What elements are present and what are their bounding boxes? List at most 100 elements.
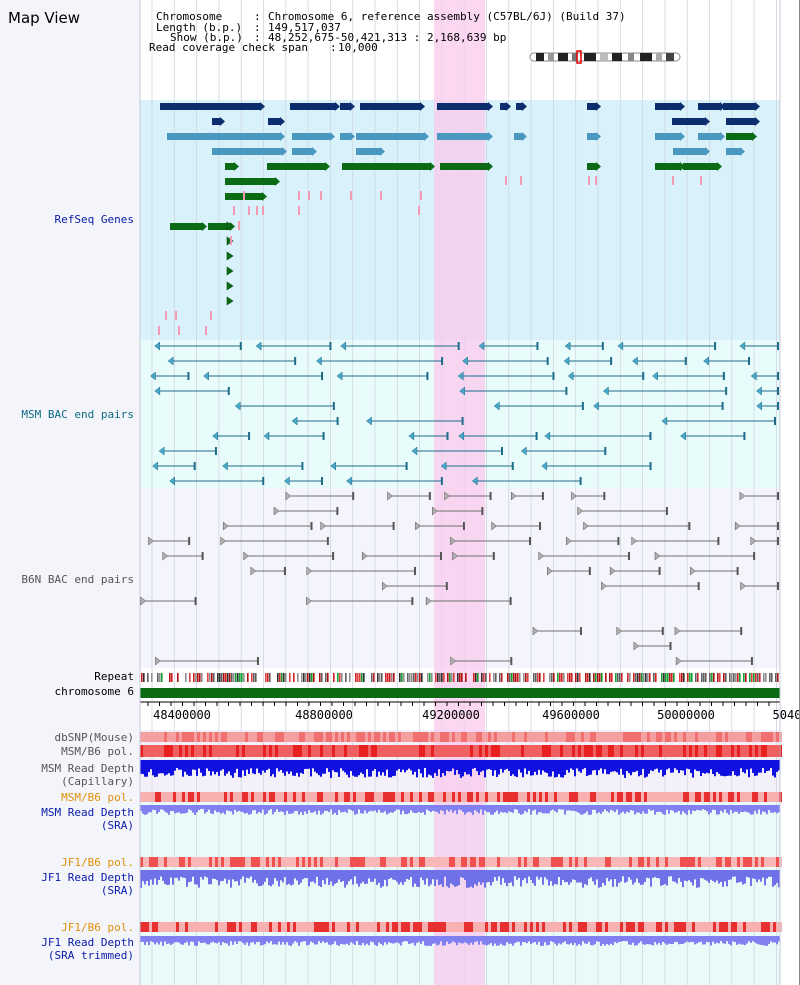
depth-bar [602, 760, 604, 774]
depth-bar [718, 760, 720, 774]
heatmap-cell [455, 857, 458, 867]
depth-bar [280, 936, 282, 945]
repeat-element [725, 673, 727, 682]
heatmap-cell [488, 857, 491, 867]
chromosome-ideogram[interactable] [529, 50, 681, 64]
heatmap-cell [371, 745, 374, 757]
depth-bar [706, 870, 708, 881]
heatmap-cell [161, 732, 164, 742]
gene-arrow-small [226, 251, 234, 261]
msm-bac-end-pairs-track[interactable] [150, 341, 779, 486]
depth-bar [192, 870, 194, 877]
repeat-element [599, 673, 601, 682]
depth-bar [438, 870, 440, 885]
depth-bar [184, 936, 186, 943]
depth-bar [558, 870, 560, 878]
variation-tracks[interactable] [140, 732, 782, 946]
depth-bar [372, 760, 374, 771]
heatmap-cell [614, 792, 617, 802]
depth-bar [510, 870, 512, 883]
heatmap-cell [269, 922, 272, 932]
heatmap-cell [413, 922, 416, 932]
heatmap-cell [575, 732, 578, 742]
depth-bar [592, 760, 594, 771]
heatmap-cell [506, 922, 509, 932]
depth-bar [614, 936, 616, 943]
heatmap-cell [689, 857, 692, 867]
heatmap-cell [470, 745, 473, 757]
repeat-track[interactable] [141, 673, 779, 682]
heatmap-cell [632, 922, 635, 932]
repeat-element [189, 673, 191, 682]
depth-bar [330, 936, 332, 946]
depth-bar [756, 805, 758, 814]
heatmap-cell [218, 745, 221, 757]
bac-end-marker [222, 521, 229, 531]
b6n-bac-end-pairs-track[interactable] [140, 491, 779, 666]
depth-bar [708, 805, 710, 815]
heatmap-cell [167, 732, 170, 742]
heatmap-cell [179, 745, 182, 757]
heatmap-cell [557, 745, 560, 757]
heatmap-cell [710, 732, 713, 742]
heatmap-cell [248, 732, 251, 742]
depth-bar [222, 870, 224, 881]
depth-bar [476, 760, 478, 772]
repeat-element [543, 673, 545, 682]
heatmap-cell [371, 857, 374, 867]
depth-bar [778, 936, 780, 942]
bac-end-marker [336, 417, 339, 425]
heatmap-cell [593, 922, 596, 932]
depth-bar [664, 936, 666, 944]
repeat-element [577, 673, 579, 682]
depth-bar [668, 805, 670, 814]
gene-block [514, 133, 522, 140]
depth-bar [654, 760, 656, 770]
bac-end-marker [547, 566, 553, 576]
depth-bar [480, 936, 482, 942]
bac-end-marker [411, 446, 418, 456]
heatmap-cell [326, 857, 329, 867]
depth-bar [722, 870, 724, 887]
heatmap-cell [545, 732, 548, 742]
heatmap-cell [386, 857, 389, 867]
gene-block [500, 103, 506, 110]
heatmap-cell [203, 922, 206, 932]
depth-bar [748, 760, 750, 778]
heatmap-cell [680, 745, 683, 757]
gene-arrow [275, 177, 280, 186]
highlight-region[interactable] [434, 0, 485, 985]
bac-end-marker [750, 536, 757, 546]
depth-bar [300, 936, 302, 943]
depth-bar [270, 936, 272, 942]
heatmap-cell [425, 745, 428, 757]
depth-bar [284, 936, 286, 945]
gene-arrow [752, 132, 757, 141]
heatmap-cell [302, 732, 305, 742]
gene-block [587, 163, 596, 170]
depth-bar [640, 936, 642, 942]
heatmap-cell [557, 922, 560, 932]
depth-bar [314, 760, 316, 772]
depth-bar [506, 760, 508, 769]
repeat-element [235, 673, 237, 682]
depth-bar [564, 805, 566, 815]
chromosome-bar[interactable] [140, 688, 780, 698]
refseq-genes-track[interactable] [158, 102, 760, 335]
heatmap-cell [491, 922, 494, 932]
depth-bar [772, 760, 774, 776]
heatmap-cell [755, 792, 758, 802]
heatmap-cell [635, 922, 638, 932]
heatmap-cell [554, 792, 557, 802]
depth-bar [354, 760, 356, 777]
heatmap-cell [668, 745, 671, 757]
bac-end-marker [703, 356, 709, 366]
repeat-element [237, 673, 239, 682]
heatmap-cell [269, 857, 272, 867]
depth-bar [558, 760, 560, 775]
depth-bar [692, 760, 694, 778]
bac-end-marker [440, 461, 447, 471]
repeat-element [393, 673, 395, 682]
bac-end-marker [601, 342, 604, 350]
